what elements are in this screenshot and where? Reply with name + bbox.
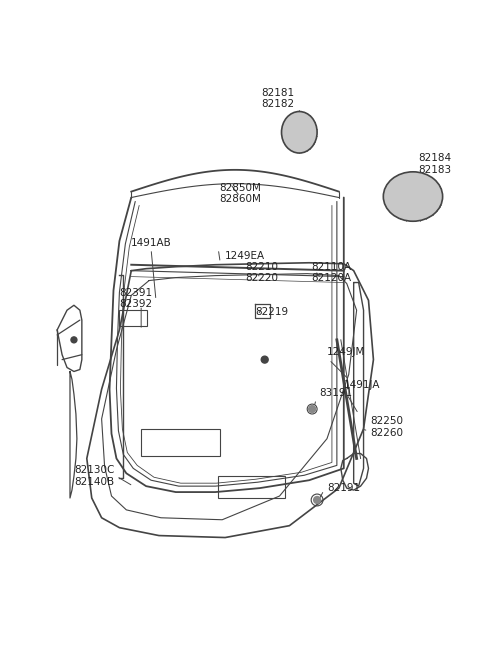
Text: 82181
82182: 82181 82182 <box>261 88 294 109</box>
Ellipse shape <box>384 172 443 221</box>
Bar <box>120 310 147 326</box>
Text: 82191: 82191 <box>327 483 360 493</box>
Text: 82210
82220: 82210 82220 <box>245 262 278 284</box>
Text: 1491JA: 1491JA <box>344 381 380 390</box>
Circle shape <box>309 405 316 413</box>
Bar <box>218 476 286 498</box>
Circle shape <box>313 496 321 504</box>
Bar <box>141 429 220 457</box>
Text: 1249EA: 1249EA <box>225 251 265 261</box>
Text: 1491AB: 1491AB <box>131 238 172 248</box>
Text: 82850M
82860M: 82850M 82860M <box>219 183 261 204</box>
Text: 82250
82260: 82250 82260 <box>371 416 404 438</box>
Text: 82110A
82120A: 82110A 82120A <box>311 262 351 284</box>
Text: 1249JM: 1249JM <box>327 346 365 357</box>
Circle shape <box>71 337 77 343</box>
Text: 83191: 83191 <box>319 388 352 398</box>
Text: 82184
82183: 82184 82183 <box>418 153 451 175</box>
Text: 82130C
82140B: 82130C 82140B <box>74 466 114 487</box>
Text: 82391
82392: 82391 82392 <box>120 288 153 309</box>
Circle shape <box>261 356 268 363</box>
Text: 82219: 82219 <box>255 307 288 317</box>
Ellipse shape <box>281 111 317 153</box>
